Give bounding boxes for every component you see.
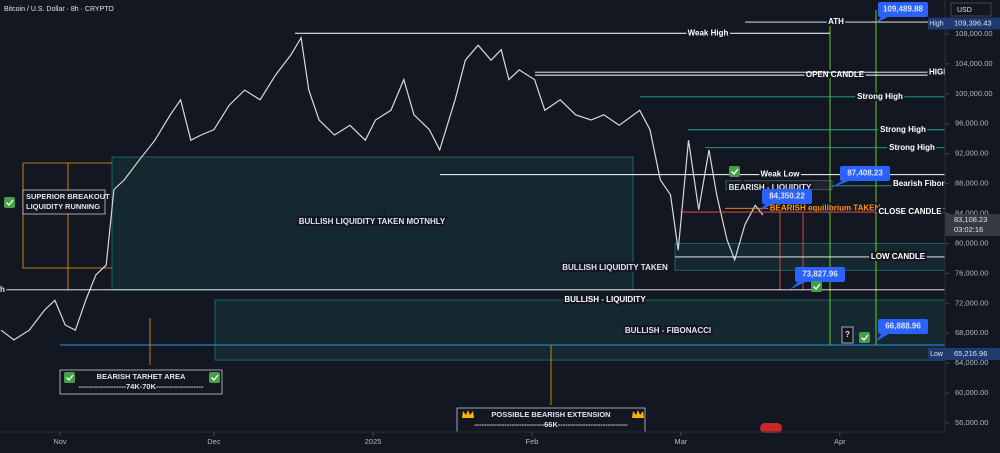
check-icon <box>859 332 870 343</box>
y-tick-label: 72,000.00 <box>955 298 988 307</box>
note-box <box>22 189 106 215</box>
callout <box>878 2 928 17</box>
callout <box>878 319 928 334</box>
badge-value: 109,396.43 <box>954 19 992 28</box>
check-icon <box>4 197 15 208</box>
level-label: OPEN CANDLE <box>806 70 865 79</box>
last-price: 83,108.23 <box>954 215 987 224</box>
flag-icon <box>760 423 782 433</box>
y-tick-label: 88,000.00 <box>955 179 988 188</box>
y-tick-label: 76,000.00 <box>955 268 988 277</box>
x-tick-label: Mar <box>674 437 687 446</box>
level-label: CLOSE CANDLE <box>878 207 942 216</box>
last-price-badge <box>945 214 1000 237</box>
badge <box>945 348 1000 361</box>
level-label: Weak High <box>688 28 729 37</box>
note-text: POSSIBLE BEARISH EXTENSION <box>491 410 610 419</box>
callout-label: 84,350.22 <box>769 192 805 201</box>
y-tick-label: 64,000.00 <box>955 358 988 367</box>
crown-icon <box>462 410 474 418</box>
note-text: ----------------------------66K---------… <box>474 420 628 429</box>
badge <box>945 17 1000 30</box>
level-label: BEARISH equilibrium TAKEN <box>770 203 881 212</box>
zone <box>111 156 634 291</box>
callout-tail <box>876 16 890 23</box>
y-tick-label: 108,000.00 <box>955 29 993 38</box>
zone-label: BULLISH - FIBONACCI <box>625 326 711 335</box>
note-text: LIQUIDITY RUNNING <box>26 202 100 211</box>
x-tick-label: Feb <box>526 437 539 446</box>
check-mark <box>861 334 869 342</box>
x-tick-label: Apr <box>834 437 846 446</box>
callout <box>840 166 890 181</box>
callout-label: 87,408.23 <box>847 169 883 178</box>
badge-tag <box>928 348 945 361</box>
note-text: -------------------74K-70K--------------… <box>79 382 204 391</box>
level-label: Strong High <box>880 125 926 134</box>
y-tick-label: 100,000.00 <box>955 89 993 98</box>
callout <box>795 267 845 282</box>
level-label: Weak Low <box>761 170 801 179</box>
zone-label: BULLISH LIQUIDITY TAKEN <box>562 263 668 272</box>
y-tick-label: 80,000.00 <box>955 238 988 247</box>
edge-label: h <box>0 285 5 294</box>
chart-title: Bitcoin / U.S. Dollar · 8h · CRYPTO <box>4 6 114 13</box>
zone <box>214 299 946 361</box>
plot: BULLISH LIQUIDITY TAKEN MOTNHLY BULLISH L… <box>0 2 964 433</box>
x-tick-label: 2025 <box>365 437 382 446</box>
level-label: ATH <box>828 17 844 26</box>
check-icon <box>209 372 220 383</box>
callout-label: 73,827.96 <box>802 270 838 279</box>
check-mark <box>6 199 14 207</box>
y-tick-label: 104,000.00 <box>955 59 993 68</box>
axis: 56,000.00 60,000.00 64,000.00 68,000.00 72,0… <box>53 17 1000 446</box>
question-box <box>841 326 854 344</box>
callout <box>762 189 812 204</box>
callout-label: 109,489.88 <box>883 5 924 14</box>
y-tick-label: 96,000.00 <box>955 119 988 128</box>
badge-label: High <box>929 20 944 27</box>
currency-box[interactable] <box>950 2 992 17</box>
note-text: SUPERIOR BREAKOUT <box>26 192 110 201</box>
check-mark <box>66 374 74 382</box>
note-box <box>59 369 223 395</box>
y-tick-label: 56,000.00 <box>955 418 988 427</box>
callout-tail <box>830 180 852 189</box>
check-icon <box>729 166 740 177</box>
y-tick-label: 60,000.00 <box>955 388 988 397</box>
y-tick-label: 92,000.00 <box>955 149 988 158</box>
check-mark <box>813 283 821 291</box>
callout-tail <box>790 281 807 290</box>
x-tick-label: Dec <box>207 437 221 446</box>
countdown: 03:02:16 <box>954 225 983 234</box>
level-label: Strong High <box>857 92 903 101</box>
level-label: LOW CANDLE <box>871 252 926 261</box>
currency[interactable]: USD <box>957 7 972 14</box>
badge-value: 65,216.96 <box>954 349 987 358</box>
badge-label: Low <box>930 351 944 358</box>
level-label: Strong High <box>889 143 935 152</box>
level-label: BULLISH - LIQUIDITY <box>564 295 646 304</box>
callout-tail <box>760 203 774 211</box>
callout-tail <box>876 333 890 342</box>
crown-icon <box>632 410 644 418</box>
check-icon <box>64 372 75 383</box>
question-mark: ? <box>845 330 850 339</box>
x-tick-label: Nov <box>53 437 67 446</box>
badge-tag <box>928 17 945 30</box>
check-mark <box>731 168 739 176</box>
check-icon <box>811 281 822 292</box>
zone-label: BULLISH LIQUIDITY TAKEN MOTNHLY <box>299 217 446 226</box>
price-line <box>0 35 764 341</box>
y-tick-label: 84,000.00 <box>955 208 988 217</box>
callout-label: 66,888.96 <box>885 322 921 331</box>
check-mark <box>211 374 219 382</box>
note-text: BEARISH TARHET AREA <box>97 372 186 381</box>
y-tick-label: 68,000.00 <box>955 328 988 337</box>
